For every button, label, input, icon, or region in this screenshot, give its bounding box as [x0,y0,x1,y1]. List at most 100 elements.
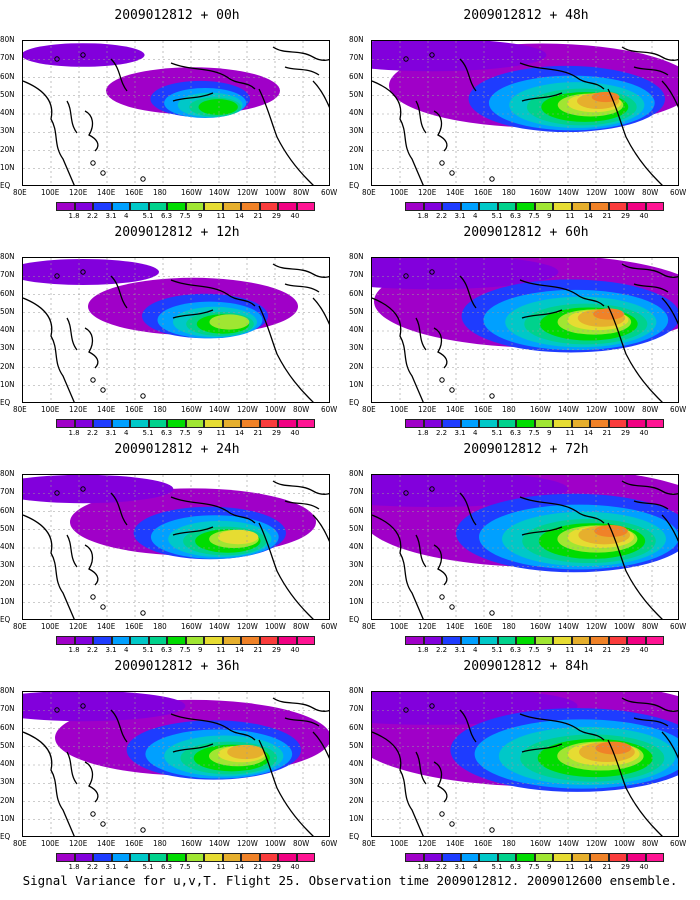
latitude-label: 70N [349,704,364,714]
island [100,387,106,393]
colorbar-swatch [516,853,535,862]
longitude-label: 120E [69,405,88,414]
colorbar-swatch [93,853,112,862]
colorbar-swatch [74,853,93,862]
colorbar-swatch [204,636,223,645]
colorbar-swatch [479,853,498,862]
longitude-label: 140W [209,188,230,197]
variance-field-low [372,41,547,72]
longitude-label: 100E [41,622,60,631]
coastline [110,709,128,743]
colorbar-level-label: 3.1 [105,863,117,871]
longitude-label: 120W [237,622,258,631]
island [439,811,445,817]
coastline [661,514,678,542]
coastline [459,58,477,92]
colorbar-level-label: 5.1 [142,863,154,871]
longitude-label: 80E [13,839,27,848]
longitude-label: 100W [265,839,286,848]
variance-map-84h [371,691,679,837]
island [429,486,435,492]
map-canvas [372,258,678,402]
longitude-label: 80E [362,188,376,197]
colorbar-swatch [442,853,461,862]
coastline [110,58,128,92]
latitude-label: 60N [349,505,364,515]
island [489,610,495,616]
colorbar-swatch [590,202,609,211]
colorbar-level-label: 2.2 [87,646,99,654]
colorbar-level-label: 1.8 [417,646,429,654]
island [449,821,455,827]
colorbar-level-label: 2.2 [436,429,448,437]
colorbar-level-label: 40 [639,212,649,220]
island [403,273,409,279]
map-canvas [23,692,329,836]
colorbar-swatch [571,853,590,862]
island [403,707,409,713]
longitude-label: 100W [265,188,286,197]
colorbar-swatch [148,853,167,862]
longitude-label: 120E [418,405,437,414]
colorbar-level-label: 3.1 [454,863,466,871]
longitude-label: 140E [446,188,465,197]
longitude-label: 140E [97,188,116,197]
latitude-label: EQ [349,615,360,624]
coastline [284,500,320,510]
colorbar-level-label: 9 [198,863,203,871]
colorbar-swatch [405,419,424,428]
coastline [661,731,678,759]
latitude-label: EQ [349,832,360,841]
colorbar-level-label: 9 [198,212,203,220]
colorbar-swatch [56,636,75,645]
colorbar-level-label: 7.5 [179,429,191,437]
latitude-label: 20N [349,578,364,588]
colorbar-level-label: 2.2 [87,212,99,220]
colorbar-level-label: 7.5 [528,646,540,654]
longitude-label: 80E [362,839,376,848]
colorbar-swatch [553,202,572,211]
variance-field-low [23,259,159,285]
colorbar-level-label: 1.8 [68,863,80,871]
colorbar-level-label: 1.8 [417,429,429,437]
coastline [312,514,329,542]
coastline [607,522,663,619]
coastline [621,46,678,61]
coastline [519,62,605,90]
latitude-label: 70N [0,270,15,280]
longitude-label: 180 [153,622,167,631]
latitude-label: 50N [349,523,364,533]
coastline [272,263,329,278]
coastline [661,297,678,325]
coastline [415,534,427,568]
island [54,273,60,279]
longitude-label: 120W [237,188,258,197]
colorbar-swatch [405,853,424,862]
latitude-label: 10N [349,596,364,606]
colorbar-level-label: 21 [602,212,612,220]
latitude-label: 60N [349,722,364,732]
coastline [433,761,448,803]
colorbar-level-label: 4 [473,212,478,220]
longitude-label: 140W [209,622,230,631]
coastline [258,88,314,185]
island [439,377,445,383]
panel-title: 2009012812 + 60h [463,225,589,240]
colorbar-swatch [296,419,315,428]
latitude-label: 60N [349,71,364,81]
colorbar-swatch [608,202,627,211]
colorbar-swatch [241,853,260,862]
colorbar-swatch [278,419,297,428]
latitude-label: EQ [349,181,360,190]
latitude-label: 10N [0,596,15,606]
colorbar-level-label: 40 [639,429,649,437]
longitude-label: 80W [293,188,310,197]
colorbar-level-label: 5.1 [142,646,154,654]
longitude-label: 80W [642,405,659,414]
latitude-label: 70N [349,53,364,63]
variance-field [217,529,259,545]
latitude-label: 30N [349,560,364,570]
longitude-label: 100W [614,622,635,631]
longitude-label: 140W [558,839,579,848]
coastline [170,279,256,307]
